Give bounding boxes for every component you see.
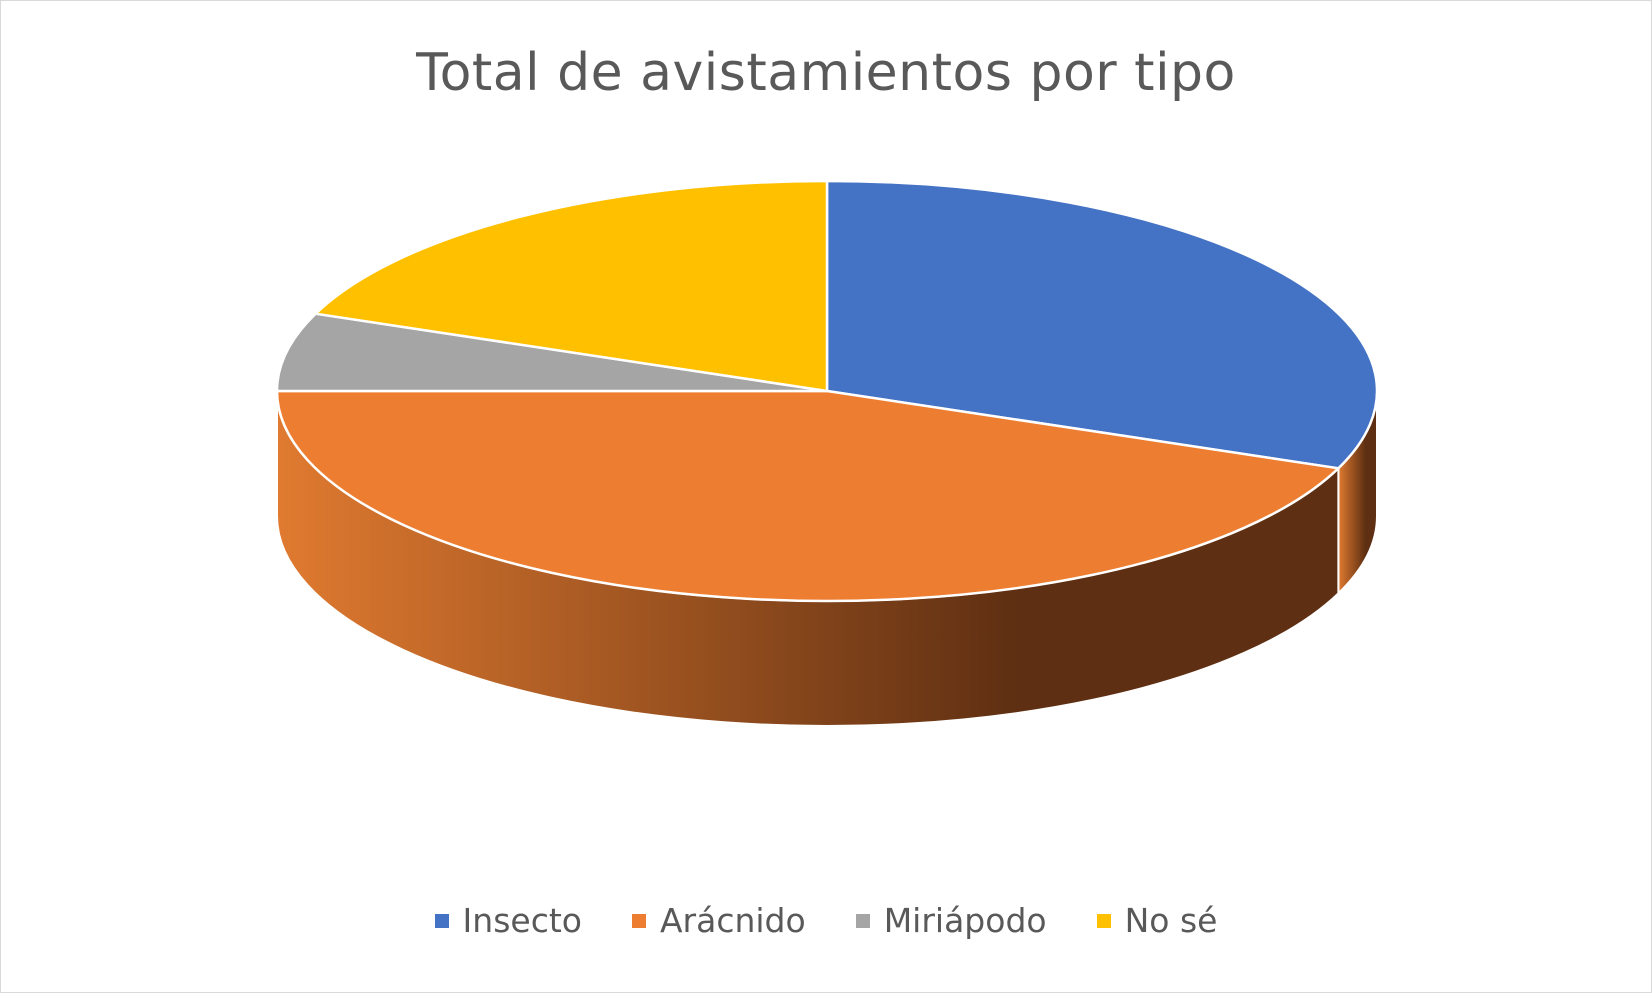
legend-label: Arácnido [659,901,806,940]
legend-label: No sé [1124,901,1218,940]
slice-miriapodo[interactable] [275,312,829,393]
legend-swatch [434,913,449,928]
chart-legend: Insecto Arácnido Miriápodo No sé [1,901,1651,940]
legend-swatch [631,913,646,928]
legend-label: Miriápodo [883,901,1047,940]
legend-item-insecto[interactable]: Insecto [434,901,582,940]
pie-slices [275,179,1379,603]
slice-insecto[interactable] [825,179,1379,470]
chart-title: Total de avistamientos por tipo [416,43,1236,103]
legend-swatch [1096,913,1111,928]
slice-no-se[interactable] [314,179,829,393]
legend-swatch [855,913,870,928]
legend-item-miriapodo[interactable]: Miriápodo [855,901,1047,940]
legend-label: Insecto [462,901,582,940]
legend-item-aracnido[interactable]: Arácnido [631,901,806,940]
legend-item-no-se[interactable]: No sé [1096,901,1218,940]
slice-aracnido[interactable] [275,389,1340,603]
